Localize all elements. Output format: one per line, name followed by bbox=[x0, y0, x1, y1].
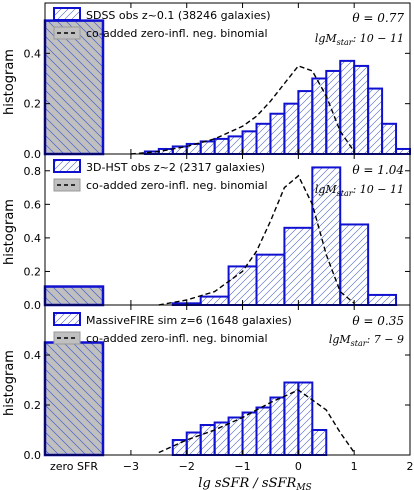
ylabel-3: histogram bbox=[2, 350, 17, 416]
hist-bar bbox=[283, 226, 314, 306]
hist-bar bbox=[241, 130, 258, 156]
y-tick-label: 0.4 bbox=[24, 232, 42, 245]
hist-bar bbox=[297, 90, 314, 156]
y-tick-label: 0.2 bbox=[24, 399, 42, 412]
theta-annotation-2: θ = 1.04 bbox=[352, 163, 404, 177]
legend-label-hist-1: SDSS obs z~0.1 (38246 galaxies) bbox=[86, 9, 271, 22]
zero-sfr-bar-2 bbox=[43, 285, 105, 307]
hist-bar bbox=[227, 416, 244, 456]
hist-bar bbox=[171, 439, 188, 456]
x-tick-zero-sfr: zero SFR bbox=[50, 460, 98, 473]
hist-bar bbox=[199, 424, 216, 456]
y-tick-label: 0.0 bbox=[24, 449, 42, 462]
model-curve-2 bbox=[158, 174, 355, 306]
hist-bar bbox=[213, 137, 230, 155]
plot-area-2: 0.0 0.2 0.4 0.6 0.8 bbox=[24, 153, 411, 312]
legend-2: 3D-HST obs z~2 (2317 galaxies) co-added … bbox=[53, 159, 268, 192]
hist-bar bbox=[255, 253, 286, 307]
hist-bar bbox=[227, 135, 244, 155]
y-tick-label: 0.2 bbox=[24, 98, 42, 111]
hist-bar bbox=[297, 381, 314, 456]
hist-bar bbox=[283, 102, 300, 155]
x-tick-label: 1 bbox=[351, 460, 358, 473]
y-tick-label: 0.0 bbox=[24, 148, 42, 161]
theta-annotation-1: θ = 0.77 bbox=[352, 11, 404, 25]
hist-bar bbox=[255, 406, 272, 456]
legend-swatch-hist-3 bbox=[53, 312, 81, 326]
model-curve-1 bbox=[130, 65, 355, 155]
panel-sdss: histogram 0.0 0.2 0.4 SDSS obs z~0.1 (3824… bbox=[2, 2, 411, 161]
y-tick-label: 0.8 bbox=[24, 165, 42, 178]
hist-bar bbox=[269, 112, 286, 155]
x-tick-label: −2 bbox=[179, 460, 195, 473]
hist-bar bbox=[311, 77, 328, 155]
x-axis-labels: zero SFR lg sSFR / sSFRMS −3 −2 −1 0 1 2 bbox=[50, 460, 414, 490]
hist-bar bbox=[367, 87, 384, 155]
theta-annotation-3: θ = 0.35 bbox=[352, 314, 404, 328]
hist-bar bbox=[367, 293, 398, 306]
legend-swatch-hist-2 bbox=[53, 159, 81, 173]
legend-label-model-1: co-added zero-infl. neg. binomial bbox=[86, 27, 268, 40]
y-tick-label: 0.2 bbox=[24, 265, 42, 278]
hist-bar bbox=[255, 122, 272, 156]
mass-annotation-3: lgMstar: 7 − 9 bbox=[329, 333, 404, 348]
legend-3: MassiveFIRE sim z=6 (1648 galaxies) co-a… bbox=[53, 312, 292, 345]
x-tick-label: −3 bbox=[123, 460, 139, 473]
x-tick-label: −1 bbox=[234, 460, 250, 473]
hist-bar bbox=[353, 64, 370, 155]
legend-1: SDSS obs z~0.1 (38246 galaxies) co-added… bbox=[53, 7, 271, 40]
y-tick-label: 0.4 bbox=[24, 47, 42, 60]
legend-label-model-2: co-added zero-infl. neg. binomial bbox=[86, 179, 268, 192]
hist-bar bbox=[339, 59, 356, 156]
hist-bar bbox=[311, 429, 328, 456]
hist-bar bbox=[395, 147, 411, 155]
mass-annotation-1: lgMstar: 10 − 11 bbox=[315, 32, 404, 47]
ylabel-2: histogram bbox=[2, 199, 17, 265]
model-curve-3 bbox=[158, 389, 355, 454]
legend-label-model-3: co-added zero-infl. neg. binomial bbox=[86, 332, 268, 345]
mass-annotation-2: lgMstar: 10 − 11 bbox=[315, 183, 404, 198]
zero-sfr-bar-1 bbox=[43, 19, 105, 156]
panel-3dhst: histogram 0.0 0.2 0.4 0.6 0.8 3D-HST obs z~2… bbox=[2, 153, 411, 312]
y-tick-label: 0.6 bbox=[24, 198, 42, 211]
axes-frame-3 bbox=[44, 304, 411, 456]
hist-bar bbox=[241, 411, 258, 456]
zero-sfr-bar-3 bbox=[43, 341, 105, 457]
x-axis-title: lg sSFR / sSFRMS bbox=[198, 476, 311, 490]
legend-swatch-hist-1 bbox=[53, 7, 81, 21]
legend-label-hist-3: MassiveFIRE sim z=6 (1648 galaxies) bbox=[86, 314, 292, 327]
hist-bar bbox=[381, 122, 398, 156]
panel-massivefire: histogram 0.0 0.2 0.4 MassiveFIRE sim z=6 … bbox=[2, 304, 411, 462]
plot-area-3: 0.0 0.2 0.4 bbox=[24, 304, 411, 462]
hist-bar bbox=[199, 295, 230, 307]
x-tick-label: 2 bbox=[407, 460, 414, 473]
hist-bar bbox=[269, 396, 286, 456]
x-tick-label: 0 bbox=[295, 460, 302, 473]
hist-bar bbox=[199, 140, 216, 156]
y-tick-label: 0.0 bbox=[24, 299, 42, 312]
legend-label-hist-2: 3D-HST obs z~2 (2317 galaxies) bbox=[86, 161, 265, 174]
y-tick-label: 0.4 bbox=[24, 349, 42, 362]
ylabel-1: histogram bbox=[2, 49, 17, 115]
hist-bar bbox=[339, 223, 370, 306]
